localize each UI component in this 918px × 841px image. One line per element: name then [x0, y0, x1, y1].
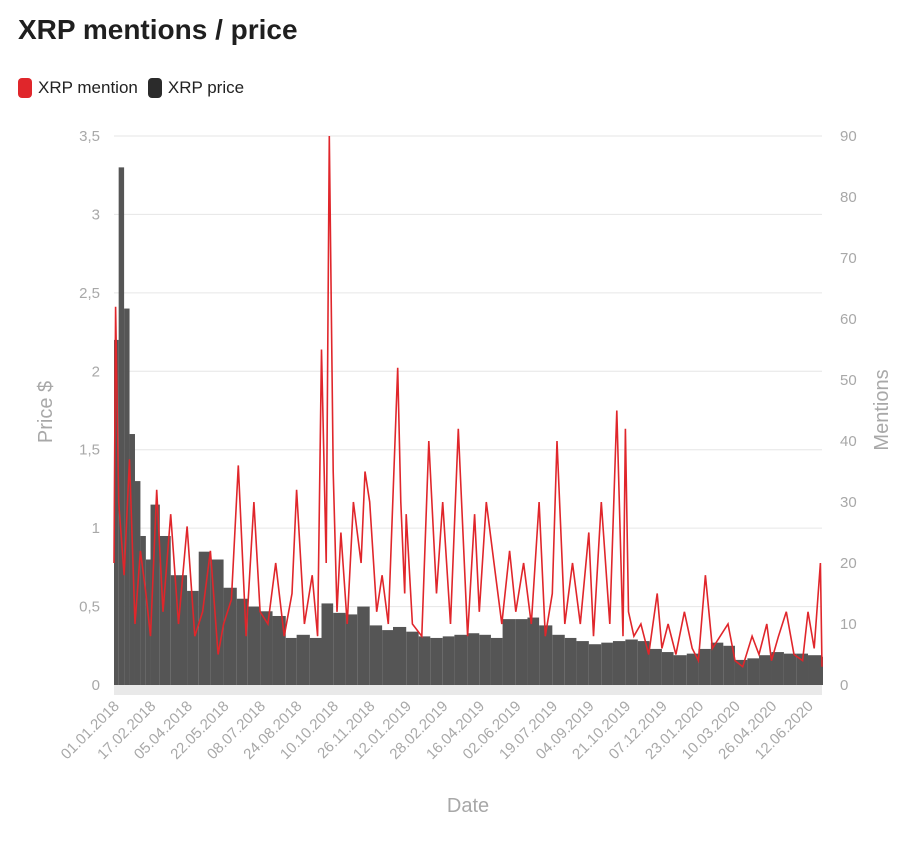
price-bar: [150, 504, 160, 685]
x-axis-ticks: 01.01.201817.02.201805.04.201822.05.2018…: [58, 698, 817, 763]
y-tick-label: 3: [92, 206, 100, 223]
y-axis-ticks: 0 0,5 1 1,5 2 2,5 3 3,5: [79, 128, 100, 694]
price-bar: [625, 639, 638, 685]
y-tick-label: 2,5: [79, 285, 100, 302]
price-bar: [467, 633, 480, 685]
price-bar: [796, 653, 809, 685]
price-bar: [454, 634, 468, 685]
y-tick-label: 2: [92, 363, 100, 380]
price-bar: [601, 642, 613, 685]
price-bar: [723, 645, 735, 685]
y-axis-label: Price $: [35, 381, 57, 443]
price-bar: [393, 626, 407, 685]
price-bar: [564, 637, 577, 685]
legend-item-mention[interactable]: XRP mention: [18, 78, 138, 98]
price-bar: [783, 653, 797, 685]
price-bar: [649, 648, 662, 685]
price-bar: [490, 637, 503, 685]
price-bar: [198, 551, 211, 685]
y2-tick-label: 80: [840, 189, 857, 206]
y-tick-label: 0: [92, 677, 100, 694]
price-bar: [808, 655, 822, 685]
price-bar: [710, 642, 724, 685]
price-bar: [430, 637, 443, 685]
price-bar: [170, 575, 188, 685]
price-bar: [260, 611, 273, 685]
x-axis-label: Date: [447, 795, 489, 817]
price-bar: [236, 598, 248, 685]
legend-swatch-price: [147, 78, 162, 98]
price-bar: [502, 619, 516, 685]
y2-tick-label: 70: [840, 250, 857, 267]
y2-tick-label: 10: [840, 616, 857, 633]
price-bar: [698, 648, 711, 685]
y2-tick-label: 0: [840, 677, 848, 694]
price-bar: [771, 652, 784, 685]
price-bar: [159, 535, 171, 685]
price-bar: [309, 637, 322, 685]
price-bar: [114, 339, 119, 685]
y2-tick-label: 20: [840, 555, 857, 572]
price-bar: [369, 625, 383, 685]
y2-tick-label: 40: [840, 433, 857, 450]
price-bar: [285, 637, 297, 685]
legend-label-mention: XRP mention: [38, 78, 138, 97]
price-bar: [747, 658, 760, 685]
price-bar: [661, 652, 674, 685]
price-bar: [552, 634, 565, 685]
y2-tick-label: 50: [840, 372, 857, 389]
y-tick-label: 1: [92, 520, 100, 537]
y-tick-label: 3,5: [79, 128, 100, 145]
price-bar: [588, 644, 602, 685]
y2-axis-ticks: 0 10 20 30 40 50 60 70 80 90: [840, 128, 857, 694]
price-bar: [515, 619, 528, 685]
price-bar: [118, 167, 125, 685]
price-bar: [442, 636, 455, 685]
price-bar: [612, 641, 626, 685]
price-bar: [321, 603, 334, 685]
y2-axis-label: Mentions: [871, 369, 893, 450]
price-bar: [124, 308, 130, 685]
price-bar: [345, 614, 358, 685]
price-bar: [357, 606, 370, 685]
y-tick-label: 0,5: [79, 599, 100, 616]
price-bar: [140, 535, 146, 685]
price-bar: [527, 617, 540, 685]
price-bar: [406, 631, 419, 685]
y2-tick-label: 60: [840, 311, 857, 328]
price-bar: [479, 634, 491, 685]
price-bar: [296, 634, 310, 685]
price-bar: [418, 636, 431, 685]
price-bar: [247, 606, 261, 685]
price-bar: [272, 615, 286, 685]
price-bar: [187, 590, 199, 685]
y-tick-label: 1,5: [79, 442, 100, 459]
price-series: [114, 167, 823, 685]
price-bar: [686, 653, 699, 685]
y2-tick-label: 30: [840, 494, 857, 511]
price-bar: [333, 612, 346, 685]
price-bar: [382, 630, 394, 685]
chart-legend: XRP mention XRP price: [18, 78, 244, 98]
price-bar: [759, 655, 772, 685]
price-bar: [822, 656, 823, 685]
legend-item-price[interactable]: XRP price: [147, 78, 245, 98]
price-bar: [734, 659, 748, 685]
legend-label-price: XRP price: [167, 78, 245, 97]
price-bar: [673, 655, 687, 685]
price-bar: [539, 625, 553, 685]
chart-title: XRP mentions / price: [18, 14, 298, 45]
y2-tick-label: 90: [840, 128, 857, 145]
legend-swatch-mention: [18, 78, 32, 98]
mention-series-line: [113, 135, 823, 669]
price-bar: [576, 641, 589, 685]
price-bar: [637, 641, 650, 685]
plot-floor: [114, 685, 822, 695]
